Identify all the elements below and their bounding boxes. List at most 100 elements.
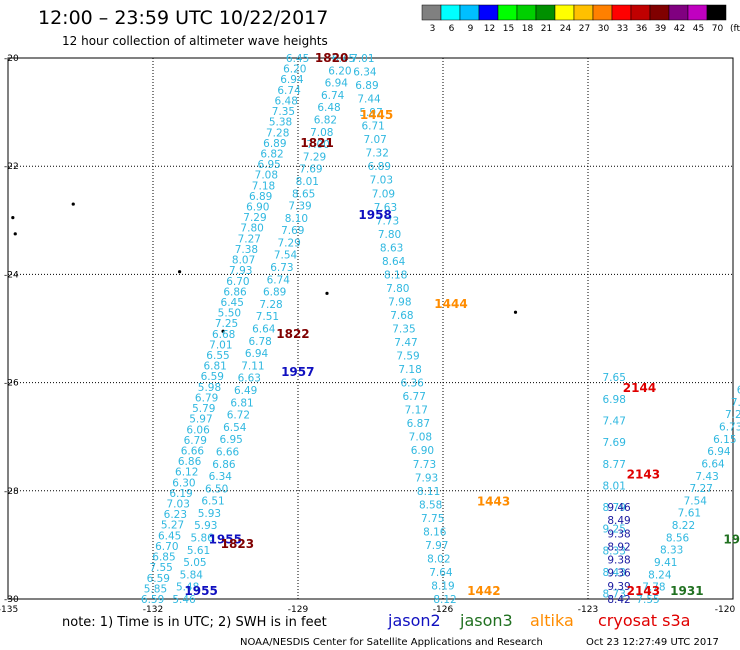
- pass-time-labels: 1820 1445 1821 1958 1444 1822 1957 2144 2143 1443…: [184, 51, 740, 598]
- wave-height-value: 6.45: [286, 53, 309, 65]
- wave-height-value: 7.29: [243, 212, 266, 224]
- wave-height-value: 7.17: [405, 405, 428, 417]
- wave-height-value: 7.11: [241, 360, 264, 372]
- wave-height-value: 6.81: [203, 361, 226, 373]
- wave-height-value: 8.11: [417, 486, 440, 498]
- wave-height-value: 6.64: [701, 458, 725, 470]
- wave-height-value: 9.38: [607, 528, 630, 540]
- wave-height-tracks: 6.456.206.946.746.487.355.387.286.896.82…: [141, 53, 740, 606]
- wave-height-value: 6.73: [719, 421, 740, 433]
- wave-height-value: 7.64: [429, 567, 453, 579]
- satellite-legend-entry: cryosat s3a: [598, 611, 690, 630]
- x-tick-label: -132: [143, 605, 163, 615]
- wave-height-value: 6.94: [280, 74, 304, 86]
- wave-height-value: 5.93: [194, 520, 217, 532]
- satellite-legend-entry: jason3: [459, 611, 513, 630]
- wave-height-value: 6.54: [223, 422, 247, 434]
- wave-height-value: 7.27: [690, 483, 713, 495]
- pass-time-label: 1445: [360, 108, 393, 122]
- wave-height-value: 7.63: [374, 202, 397, 214]
- wave-height-value: 6.70: [226, 276, 249, 288]
- wave-height-value: 5.86: [190, 533, 214, 545]
- wave-height-value: 6.87: [407, 418, 430, 430]
- x-tick-label: -120: [715, 605, 736, 615]
- wave-height-value: 7.39: [288, 201, 311, 213]
- wave-height-value: 8.56: [666, 532, 690, 544]
- wave-height-value: 7.73: [413, 459, 436, 471]
- wave-height-value: 6.94: [325, 78, 349, 90]
- wave-height-value: 7.55: [636, 594, 659, 606]
- wave-height-value: 8.58: [419, 499, 442, 511]
- wave-height-value: 6.30: [172, 477, 195, 489]
- wave-height-value: 6.94: [707, 446, 731, 458]
- wave-height-value: 6.51: [201, 496, 224, 508]
- x-tick-label: -135: [0, 605, 18, 615]
- wave-height-value: 6.79: [184, 435, 207, 447]
- wave-height-value: 8.01: [603, 480, 626, 492]
- wave-height-value: 6.20: [328, 65, 351, 77]
- wave-height-value: 7.32: [366, 148, 389, 160]
- x-tick-label: -129: [288, 605, 309, 615]
- wave-height-value: 7.80: [386, 283, 409, 295]
- colorbar-swatch: [649, 4, 670, 21]
- colorbar-swatch: [573, 4, 594, 21]
- wave-height-value: 6.12: [175, 467, 198, 479]
- wave-height-value: 7.00: [306, 139, 329, 151]
- y-tick-label: -22: [4, 162, 19, 172]
- map-frame: [7, 57, 734, 600]
- wave-height-value: 7.78: [642, 582, 665, 594]
- footer-credit: NOAA/NESDIS Center for Satellite Applica…: [240, 637, 543, 648]
- wave-height-value: 6.89: [249, 191, 272, 203]
- wave-height-value: 6.71: [361, 121, 384, 133]
- wave-height-value: 8.77: [603, 459, 626, 471]
- wave-height-value: 7.09: [372, 188, 395, 200]
- colorbar-label: 9: [468, 24, 474, 34]
- wave-height-value: 6.64: [252, 324, 276, 336]
- wave-height-value: 6.66: [216, 446, 240, 458]
- wave-height-value: 6.19: [169, 488, 192, 500]
- wave-height-value: 5.46: [172, 594, 196, 606]
- y-tick-label: -26: [4, 379, 19, 389]
- wave-height-value: 5.50: [218, 308, 241, 320]
- wave-height-value: 7.59: [396, 351, 419, 363]
- wave-height-value: 8.12: [433, 594, 456, 606]
- wave-height-value: 6.34: [209, 471, 233, 483]
- wave-height-value: 8.01: [296, 176, 319, 188]
- pass-time-label: 1931: [670, 584, 703, 598]
- wave-height-value: 6.66: [181, 445, 205, 457]
- wave-height-value: 6.89: [263, 287, 286, 299]
- wave-height-value: 6.79: [195, 392, 218, 404]
- pass-time-label: 1823: [221, 537, 254, 551]
- wave-height-value: 5.48: [176, 582, 199, 594]
- island-dot: [325, 291, 329, 295]
- x-tick-label: -126: [433, 605, 454, 615]
- wave-height-value: 6.85: [152, 552, 175, 564]
- pass-time-label: 1822: [276, 327, 309, 341]
- island-dot: [177, 270, 182, 274]
- graticule: [8, 58, 733, 599]
- colorbar-swatch: [592, 4, 613, 21]
- wave-height-value: 8.43: [603, 567, 626, 579]
- pass-time-label: 1932: [723, 532, 740, 546]
- wave-height-value: 6.20: [283, 64, 306, 76]
- wave-height-value: 6.81: [230, 397, 253, 409]
- wave-height-value: 9.25: [603, 524, 626, 536]
- wave-height-value: 6.77: [403, 391, 426, 403]
- wave-height-value: 7.80: [378, 229, 401, 241]
- wave-height-value: 6.78: [248, 336, 271, 348]
- wave-height-value: 7.51: [731, 397, 740, 409]
- wave-height-value: 6.94: [245, 348, 269, 360]
- island-markers: [11, 202, 518, 333]
- wave-height-value: 5.38: [269, 117, 292, 129]
- wave-height-value: 7.61: [678, 508, 701, 520]
- wave-height-value: 8.49: [607, 515, 630, 527]
- colorbar-label: 70: [712, 24, 724, 34]
- wave-height-value: 6.86: [223, 286, 247, 298]
- wave-height-value: 8.16: [423, 526, 447, 538]
- wave-height-value: 8.92: [607, 541, 630, 553]
- wave-height-value: 7.28: [259, 299, 282, 311]
- y-tick-label: -30: [4, 595, 19, 605]
- wave-height-value: 7.65: [603, 372, 626, 384]
- wave-height-value: 5.85: [144, 583, 167, 595]
- colorbar-label: 15: [503, 24, 514, 34]
